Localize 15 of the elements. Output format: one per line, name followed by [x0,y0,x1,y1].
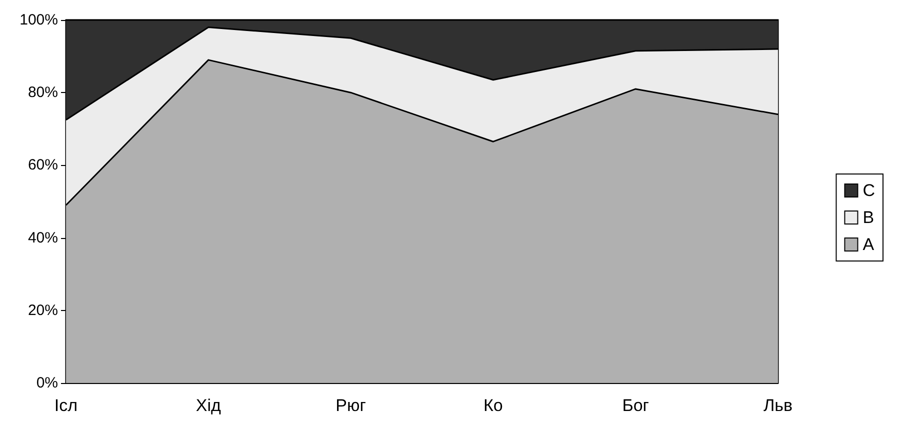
x-tick-label: Ісл [54,396,78,415]
legend-label: B [862,208,874,227]
x-tick-label: Хід [196,396,221,415]
y-tick-label: 60% [28,156,58,174]
x-tick-label: Рюг [336,396,366,415]
x-tick-label: Льв [763,396,793,415]
legend-label: C [862,181,876,200]
y-tick-label: 100% [20,12,58,28]
legend-label: A [862,235,875,254]
y-tick-label: 40% [28,229,58,246]
y-tick-label: 80% [28,84,58,102]
x-tick-label: Ко [484,396,503,415]
y-tick-label: 0% [36,374,58,392]
x-tick-label: Бог [622,396,650,415]
y-tick-label: 20% [28,302,58,319]
